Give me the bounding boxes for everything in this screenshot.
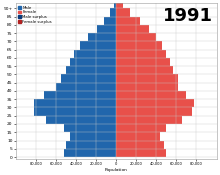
Text: 1991: 1991 bbox=[163, 7, 213, 24]
X-axis label: Population: Population bbox=[105, 167, 128, 172]
Legend: Male, Female, Male surplus, Female surplus: Male, Female, Male surplus, Female surpl… bbox=[18, 5, 52, 24]
